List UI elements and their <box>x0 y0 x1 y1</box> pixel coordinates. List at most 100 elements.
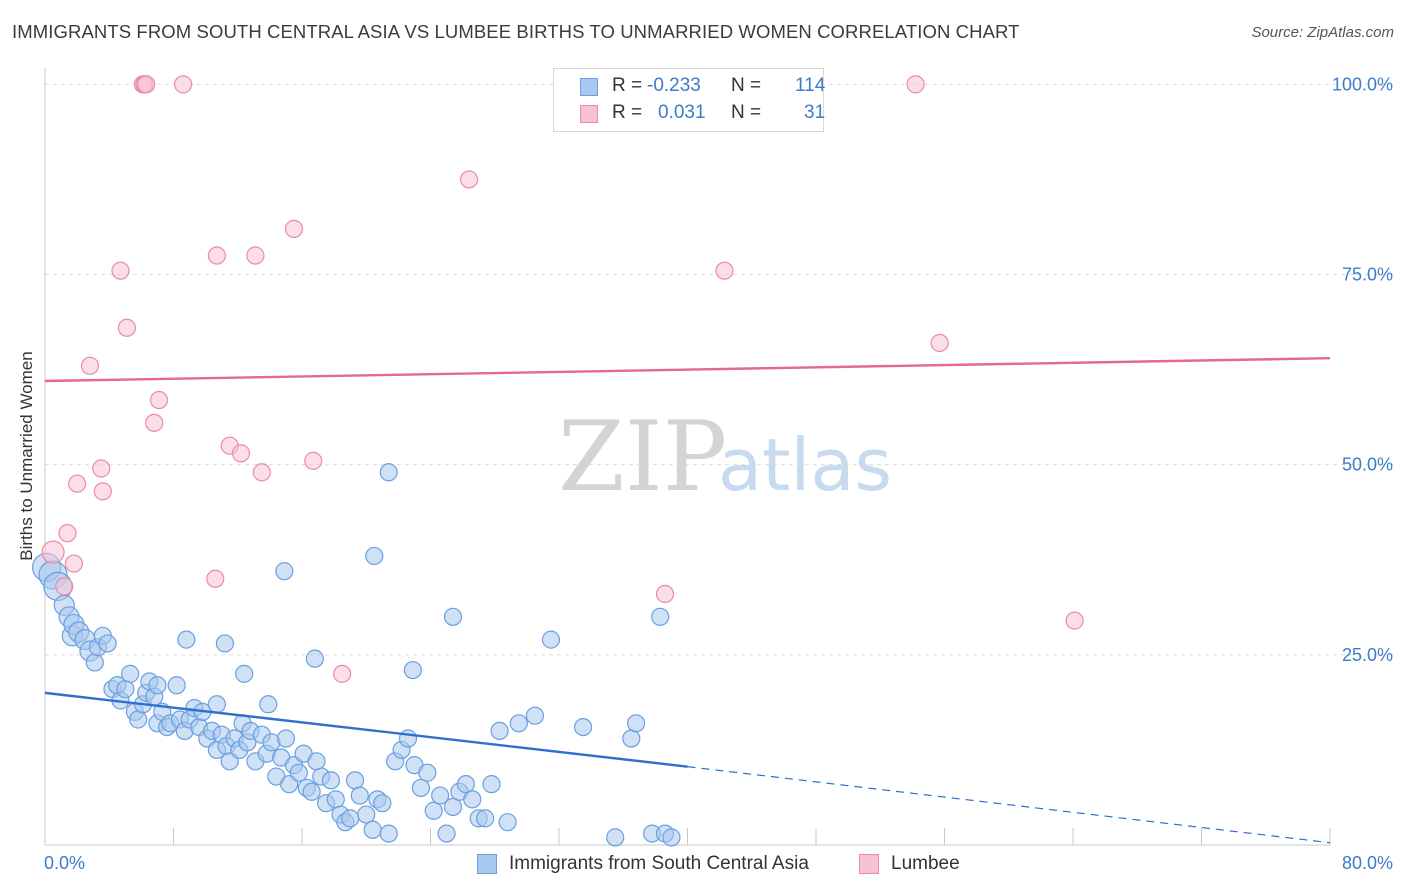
trend-line-pink <box>44 356 1331 383</box>
data-point-blue <box>443 797 463 817</box>
data-point-blue <box>235 664 254 683</box>
data-point-blue <box>398 729 418 748</box>
legend-n-label: N = <box>731 102 762 123</box>
data-point-blue <box>85 653 104 672</box>
series-label-pink: Lumbee <box>891 853 960 874</box>
data-point-pink <box>41 540 65 564</box>
data-point-blue <box>275 562 294 581</box>
data-point-blue <box>289 763 308 782</box>
data-point-pink <box>1065 611 1084 630</box>
data-point-blue <box>622 729 641 748</box>
data-point-blue <box>541 630 561 649</box>
data-point-pink <box>906 75 925 94</box>
data-point-blue <box>207 695 226 714</box>
data-point-pink <box>304 451 323 470</box>
trend-lines <box>44 356 1331 844</box>
data-point-blue <box>418 763 437 782</box>
data-point-pink <box>145 413 164 432</box>
data-point-blue <box>482 775 501 794</box>
watermark-atlas: atlas <box>718 423 892 507</box>
data-point-blue <box>98 634 117 653</box>
data-point-blue <box>259 695 278 714</box>
data-point-pink <box>655 584 675 604</box>
data-point-blue <box>302 782 321 801</box>
x-tick-label: 80.0% <box>1342 853 1393 873</box>
data-point-blue <box>363 820 382 839</box>
data-point-blue <box>626 714 646 733</box>
data-point-blue <box>490 721 509 741</box>
series-swatch-pink <box>859 854 879 874</box>
trend-line-blue <box>44 691 688 768</box>
data-point-pink <box>252 463 271 482</box>
legend-r-label: R = <box>612 102 643 123</box>
data-point-pink <box>284 219 304 238</box>
legend-swatch-pink <box>580 105 598 123</box>
data-point-pink <box>715 261 734 280</box>
data-point-pink <box>58 524 77 543</box>
data-point-blue <box>437 824 456 843</box>
data-point-pink <box>459 170 479 189</box>
axes <box>44 68 1331 846</box>
data-point-blue <box>357 805 376 824</box>
y-tick-label: 25.0% <box>1342 645 1393 665</box>
data-point-blue <box>411 778 430 798</box>
data-point-blue <box>129 710 148 729</box>
legend-swatch-blue <box>580 78 598 96</box>
data-point-pink <box>246 246 265 265</box>
series-swatch-blue <box>477 854 497 874</box>
data-point-blue <box>177 630 196 649</box>
data-point-blue <box>431 786 450 805</box>
data-point-pink <box>111 261 130 280</box>
data-point-blue <box>373 794 392 813</box>
data-point-blue <box>651 607 670 626</box>
data-point-pink <box>117 318 137 337</box>
data-point-blue <box>456 775 475 794</box>
data-point-pink <box>80 356 100 375</box>
data-point-pink <box>333 664 352 683</box>
data-point-blue <box>350 786 369 805</box>
data-point-blue <box>525 706 545 725</box>
chart-title: IMMIGRANTS FROM SOUTH CENTRAL ASIA VS LU… <box>12 21 1020 42</box>
series-label-blue: Immigrants from South Central Asia <box>509 853 809 874</box>
source-label: Source: ZipAtlas.com <box>1251 24 1394 41</box>
y-tick-label: 75.0% <box>1342 265 1393 285</box>
data-point-pink <box>207 246 226 265</box>
x-tick-label: 0.0% <box>44 853 85 873</box>
legend-r-value: 0.031 <box>658 102 706 123</box>
tick-labels: 25.0% 50.0% 75.0% 100.0% 0.0% 80.0% <box>44 74 1393 873</box>
data-point-blue <box>326 790 345 809</box>
data-point-pink <box>55 577 74 596</box>
data-point-blue <box>305 649 324 668</box>
data-point-blue <box>341 809 360 828</box>
legend-r-label: R = <box>612 75 643 96</box>
data-point-blue <box>121 664 140 683</box>
watermark: ZIP atlas <box>558 401 892 513</box>
legend-n-value: 31 <box>804 102 826 123</box>
data-point-pink <box>206 569 225 588</box>
data-point-blue <box>509 714 528 733</box>
data-point-pink <box>930 333 949 353</box>
data-point-blue <box>345 771 365 790</box>
data-point-blue <box>379 824 398 843</box>
data-point-pink <box>93 482 112 501</box>
data-point-blue <box>498 813 517 832</box>
data-point-blue <box>573 718 593 737</box>
data-point-blue <box>276 729 296 748</box>
data-point-blue <box>167 676 186 695</box>
legend-n-label: N = <box>731 75 762 96</box>
data-point-blue <box>606 828 625 847</box>
data-point-blue <box>379 463 398 482</box>
data-point-pink <box>174 75 193 94</box>
data-point-blue <box>403 660 422 680</box>
series-pink-points <box>41 75 1084 683</box>
correlation-legend: R = -0.233 N = 114 R = 0.031 N = 31 <box>553 68 826 132</box>
watermark-zip: ZIP <box>558 401 727 513</box>
legend-n-value: 114 <box>795 75 826 96</box>
data-point-blue <box>215 634 234 653</box>
data-point-pink <box>64 554 84 573</box>
data-point-pink <box>231 444 251 463</box>
data-point-blue <box>307 752 326 771</box>
data-point-blue <box>443 607 463 626</box>
data-point-blue <box>662 828 681 847</box>
